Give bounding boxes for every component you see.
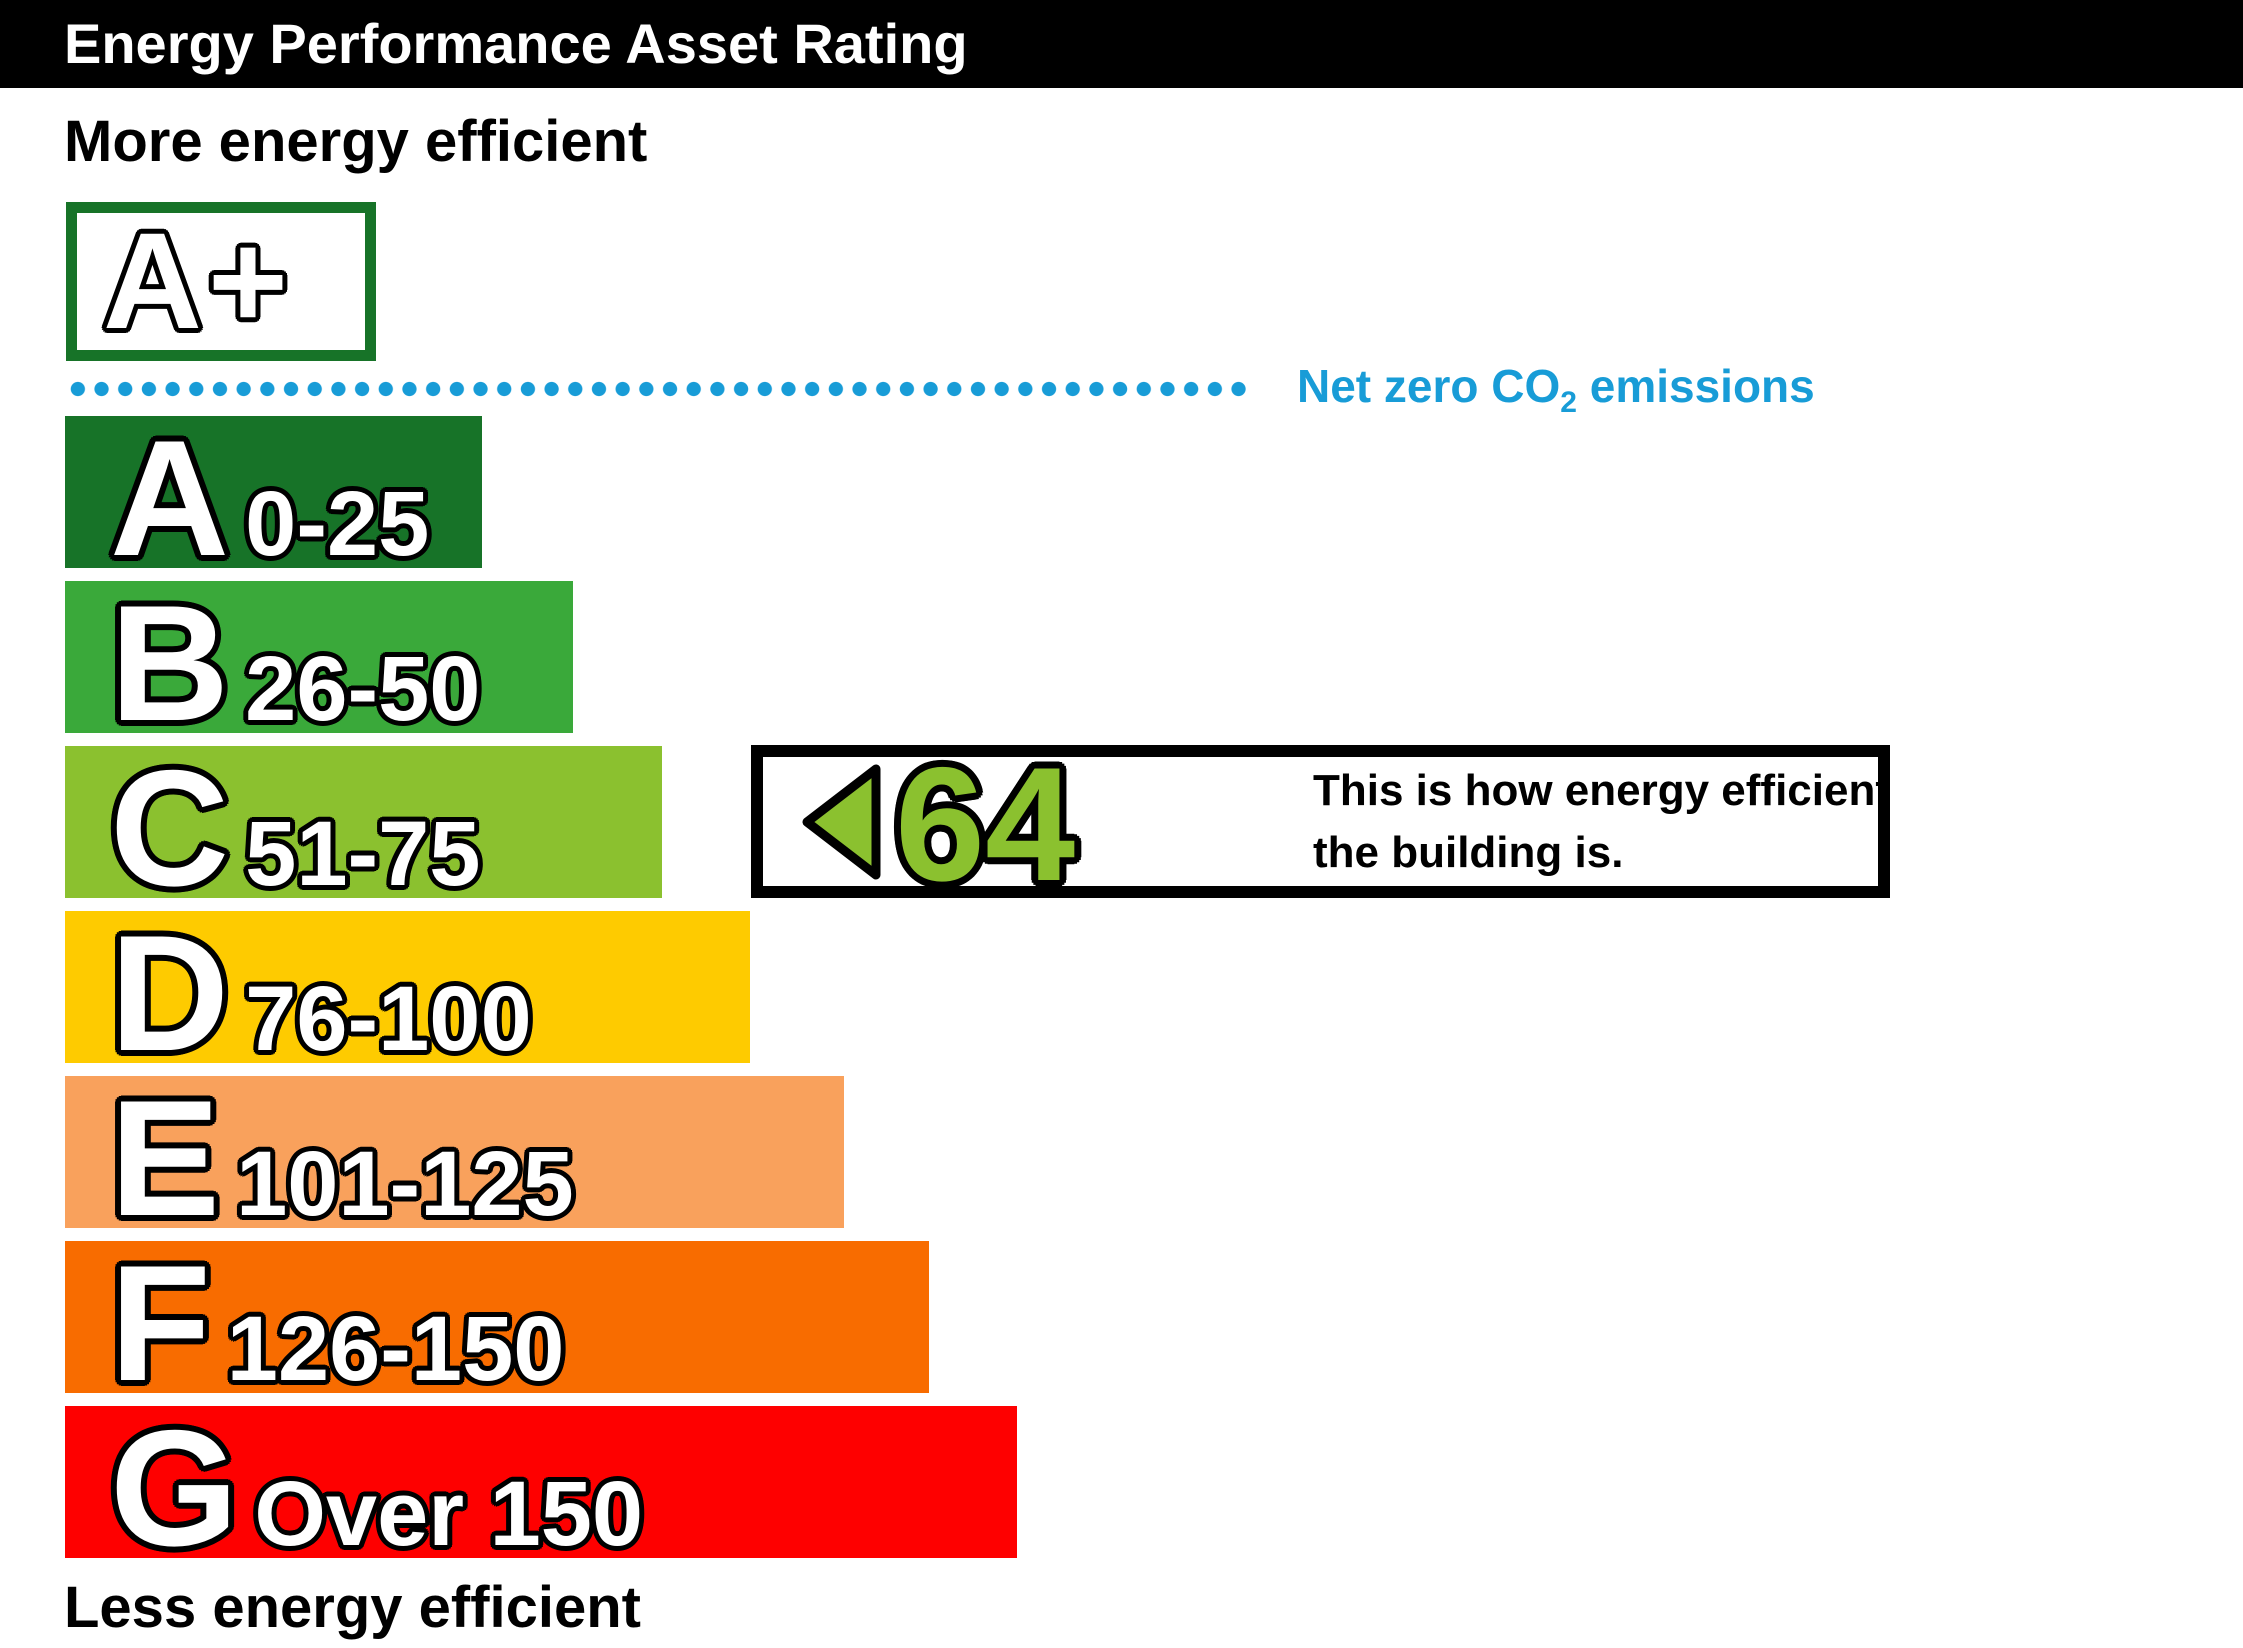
band-g: G Over 150 <box>65 1406 1017 1571</box>
band-c: C 51-75 <box>65 746 662 911</box>
rating-description-line1: This is how energy efficient <box>1313 765 1891 815</box>
less-efficient-label: Less energy efficient <box>64 1575 641 1640</box>
band-e-range: 101-125 <box>236 1133 574 1235</box>
band-f-letter: F <box>110 1231 211 1415</box>
net-zero-label-subscript: 2 <box>1560 386 1577 419</box>
net-zero-label-prefix: Net zero CO <box>1297 360 1561 412</box>
page-title: Energy Performance Asset Rating <box>64 12 968 75</box>
band-a-plus-letter: A+ <box>103 205 294 358</box>
band-c-range: 51-75 <box>245 803 481 905</box>
band-b: B 26-50 <box>65 581 573 746</box>
rating-description-line2: the building is. <box>1313 827 1624 877</box>
band-d: D 76-100 <box>65 911 750 1076</box>
rating-value: 64 <box>895 734 1076 915</box>
band-f: F 126-150 <box>65 1241 929 1406</box>
band-e: E 101-125 <box>65 1076 844 1241</box>
band-a: A 0-25 <box>65 416 482 581</box>
band-b-letter: B <box>110 571 230 755</box>
band-b-range: 26-50 <box>245 638 481 740</box>
rating-indicator-box: 64 This is how energy efficient the buil… <box>751 744 1890 906</box>
band-g-letter: G <box>110 1396 239 1580</box>
net-zero-dotted-line <box>66 381 1252 397</box>
rating-description: This is how energy efficient the buildin… <box>1313 760 1890 884</box>
band-c-letter: C <box>110 736 230 920</box>
band-g-range: Over 150 <box>254 1463 644 1565</box>
band-a-letter: A <box>110 406 230 590</box>
rating-arrow-left-icon <box>802 764 881 879</box>
band-f-range: 126-150 <box>226 1298 565 1400</box>
band-d-letter: D <box>110 901 230 1085</box>
band-a-range: 0-25 <box>245 473 430 575</box>
net-zero-label-suffix: emissions <box>1576 360 1815 412</box>
band-d-range: 76-100 <box>245 968 532 1070</box>
rating-arrow-shape <box>802 764 881 879</box>
band-e-letter: E <box>110 1066 221 1250</box>
more-efficient-label: More energy efficient <box>64 109 648 174</box>
header-bar: Energy Performance Asset Rating <box>0 0 2243 88</box>
band-a-plus: A+ <box>66 202 376 361</box>
net-zero-label: Net zero CO2 emissions <box>1297 360 1815 418</box>
